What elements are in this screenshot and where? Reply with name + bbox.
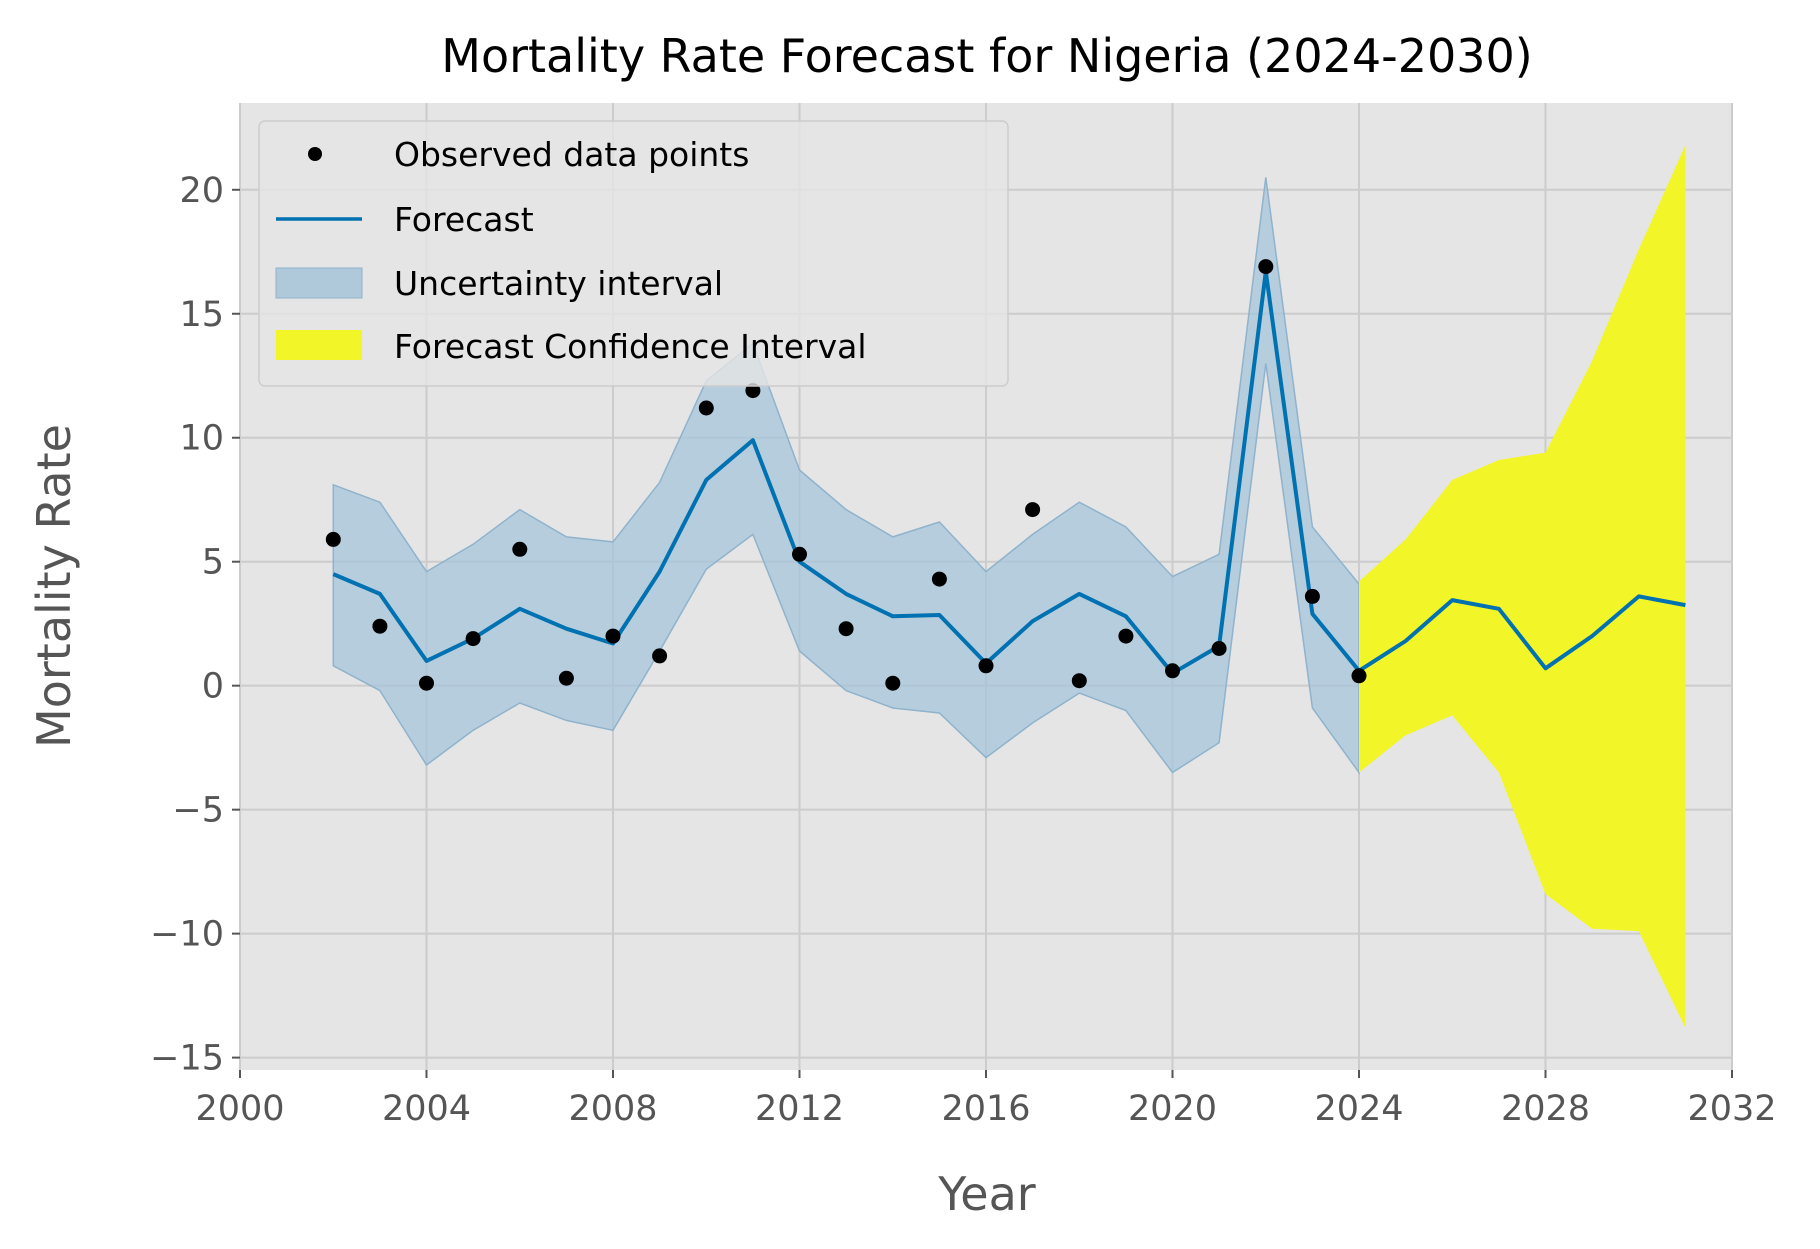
legend-marker-confidence [276, 330, 362, 360]
observed-point [558, 670, 574, 686]
x-tick-label: 2000 [195, 1089, 284, 1129]
observed-point [652, 648, 668, 664]
observed-point [325, 531, 341, 547]
observed-point [931, 571, 947, 587]
legend-label-confidence: Forecast Confidence Interval [394, 327, 867, 366]
legend-marker-observed [308, 147, 322, 161]
legend-label-observed: Observed data points [394, 135, 749, 174]
x-tick-label: 2004 [382, 1089, 471, 1129]
y-tick-label: 15 [179, 295, 224, 335]
observed-point [1351, 668, 1367, 684]
observed-point [838, 621, 854, 637]
observed-point [1071, 673, 1087, 689]
observed-point [1211, 641, 1227, 656]
y-tick-label: −15 [150, 1039, 224, 1079]
x-tick-label: 2012 [755, 1089, 844, 1129]
x-tick-label: 2008 [568, 1089, 657, 1129]
x-tick-label: 2032 [1687, 1089, 1776, 1129]
observed-point [512, 541, 528, 557]
x-axis-ticks: 2000 2004 2008 2012 2016 2020 2024 2028 2032 [195, 1070, 1777, 1129]
observed-point [1258, 259, 1274, 275]
y-tick-label: 10 [179, 419, 224, 459]
observed-point [605, 628, 621, 644]
y-tick-label: 20 [179, 171, 224, 211]
x-tick-label: 2024 [1314, 1089, 1403, 1129]
observed-point [1025, 502, 1041, 518]
observed-points [325, 259, 1367, 691]
legend: Observed data points Forecast Uncertaint… [258, 120, 1009, 387]
interval-bands [332, 145, 1686, 1028]
forecast-lines [332, 269, 1686, 676]
legend-label-uncertainty: Uncertainty interval [394, 264, 723, 303]
observed-point [885, 675, 901, 691]
observed-point [465, 631, 481, 647]
legend-label-forecast: Forecast [394, 200, 534, 239]
observed-point [1304, 588, 1320, 604]
chart-title: Mortality Rate Forecast for Nigeria (202… [441, 29, 1532, 83]
legend-box [258, 120, 1009, 387]
y-tick-label: −10 [150, 915, 224, 955]
y-tick-label: 5 [202, 543, 224, 583]
observed-point [978, 658, 994, 674]
y-tick-label: 0 [202, 667, 224, 707]
observed-point [372, 618, 388, 634]
x-tick-label: 2016 [941, 1089, 1030, 1129]
legend-marker-uncertainty [275, 267, 363, 299]
y-tick-label: −5 [172, 791, 224, 831]
observed-point [698, 400, 714, 416]
y-axis-label: Mortality Rate [27, 424, 81, 748]
x-axis-label: Year [937, 1167, 1035, 1221]
observed-point [745, 383, 761, 399]
observed-point [419, 675, 434, 691]
forecast-confidence-band [1359, 145, 1686, 1028]
observed-point [792, 546, 807, 562]
observed-point [1118, 628, 1134, 644]
forecast-line [332, 269, 1686, 676]
x-tick-label: 2028 [1501, 1089, 1590, 1129]
y-axis-ticks: −15 −10 −5 0 5 10 15 20 [150, 171, 240, 1079]
x-tick-label: 2020 [1128, 1089, 1217, 1129]
observed-point [1165, 663, 1180, 679]
